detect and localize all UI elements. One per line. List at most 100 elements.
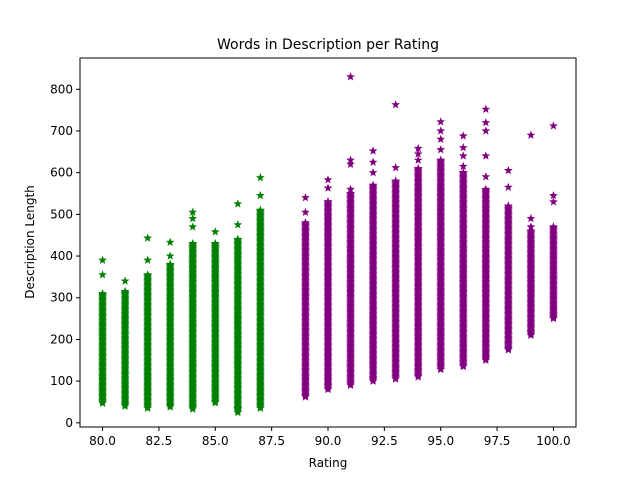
data-point — [549, 190, 558, 200]
x-tick-label: 90.0 — [315, 434, 342, 448]
rating-column — [98, 255, 107, 407]
data-point — [188, 238, 198, 248]
data-point — [481, 151, 491, 160]
rating-column — [481, 104, 491, 365]
data-point — [301, 193, 310, 202]
data-point — [120, 286, 130, 296]
data-point — [233, 220, 243, 229]
data-point — [458, 161, 468, 171]
y-tick-label: 400 — [50, 249, 73, 263]
data-point — [458, 151, 468, 160]
data-point — [526, 226, 536, 235]
rating-column — [120, 276, 130, 410]
data-point — [413, 149, 423, 158]
data-point — [233, 199, 243, 208]
data-point — [368, 146, 378, 155]
data-point — [98, 255, 107, 264]
data-point — [413, 155, 423, 164]
data-point — [165, 259, 175, 269]
rating-column — [413, 143, 423, 381]
data-point — [143, 255, 153, 264]
data-point — [346, 159, 355, 169]
data-point — [323, 197, 333, 206]
data-point — [165, 251, 175, 260]
data-point — [255, 190, 265, 200]
y-tick-label: 600 — [50, 166, 73, 180]
data-point — [210, 227, 220, 236]
data-point — [346, 184, 355, 194]
data-point — [233, 234, 243, 244]
data-point — [549, 121, 558, 130]
y-tick-label: 500 — [50, 207, 73, 221]
rating-column — [391, 100, 401, 383]
data-point — [436, 134, 446, 144]
rating-column — [188, 207, 198, 413]
rating-column — [210, 227, 220, 407]
x-tick-label: 97.5 — [484, 434, 511, 448]
data-point — [413, 143, 423, 153]
data-point — [549, 222, 558, 231]
data-point — [481, 126, 491, 135]
data-point — [526, 222, 536, 231]
rating-column — [368, 146, 378, 385]
data-point — [436, 155, 446, 164]
data-point — [301, 218, 310, 227]
data-point — [436, 145, 446, 154]
rating-column — [503, 165, 513, 354]
data-point — [346, 72, 355, 81]
data-point — [210, 238, 220, 248]
data-point — [503, 165, 513, 175]
series-group — [98, 173, 265, 417]
data-point — [188, 213, 198, 223]
data-point — [391, 176, 401, 185]
data-point — [143, 233, 153, 242]
rating-column — [143, 233, 153, 412]
data-point — [481, 172, 491, 181]
data-point — [165, 237, 175, 247]
data-point — [391, 100, 401, 109]
data-point — [436, 117, 446, 126]
x-tick-label: 80.0 — [89, 434, 116, 448]
data-point — [323, 183, 333, 192]
chart-title: Words in Description per Rating — [217, 37, 439, 53]
data-point — [526, 130, 536, 139]
data-point — [255, 205, 265, 214]
x-axis-label: Rating — [309, 456, 348, 470]
x-tick-label: 82.5 — [146, 434, 173, 448]
y-axis-label: Description Length — [23, 185, 37, 299]
data-point — [391, 163, 401, 172]
points-layer — [98, 72, 558, 417]
rating-column — [458, 131, 468, 371]
rating-column — [346, 72, 355, 390]
x-tick-label: 92.5 — [371, 434, 398, 448]
rating-column — [301, 193, 310, 401]
rating-column — [255, 173, 265, 412]
data-point — [526, 213, 536, 223]
data-point — [481, 118, 491, 127]
data-point — [458, 168, 468, 177]
y-tick-label: 300 — [50, 291, 73, 305]
rating-column — [526, 130, 536, 339]
data-point — [346, 188, 355, 198]
y-axis: 0 100 200 300 400 500 600 700 800 — [50, 82, 80, 430]
data-point — [301, 207, 310, 216]
rating-column — [165, 237, 175, 411]
rating-column — [323, 175, 333, 394]
data-point — [458, 131, 468, 140]
data-point — [549, 197, 558, 206]
x-tick-label: 95.0 — [427, 434, 454, 448]
data-point — [481, 184, 491, 194]
series-group — [301, 72, 558, 401]
x-axis: 80.0 82.5 85.0 87.5 90.0 92.5 95.0 97.5 100.0 — [89, 427, 571, 448]
data-point — [233, 403, 243, 412]
data-point — [98, 288, 107, 298]
y-tick-label: 100 — [50, 374, 73, 388]
data-point — [436, 126, 446, 135]
data-point — [143, 270, 153, 279]
data-point — [323, 175, 333, 184]
x-tick-label: 85.0 — [202, 434, 229, 448]
data-point — [255, 173, 265, 182]
data-point — [98, 270, 107, 279]
